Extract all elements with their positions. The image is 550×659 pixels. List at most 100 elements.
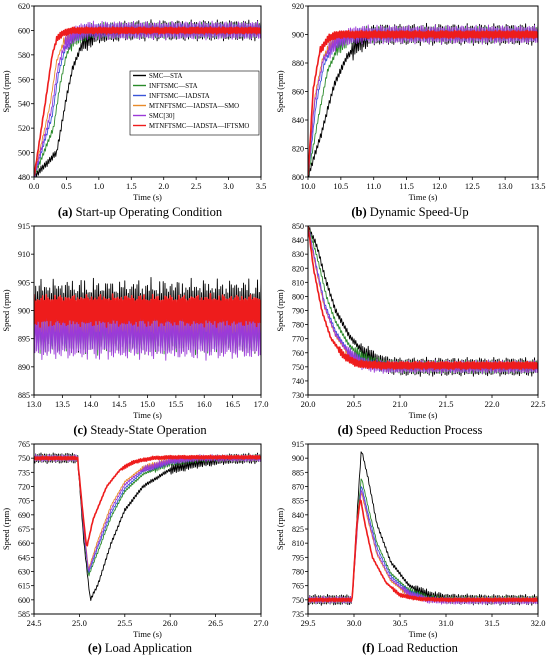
x-tick-label: 13.5 [531,181,546,191]
x-tick-label: 20.0 [301,399,316,409]
y-tick-label: 720 [18,483,30,492]
x-tick-label: 13.0 [498,181,513,191]
y-tick-label: 735 [292,610,304,619]
x-tick-label: 10.0 [301,181,316,191]
legend-label: MTNFTSMC—IADSTA—SMO [149,103,239,110]
caption-c: (c) Steady-State Operation [73,423,207,437]
y-tick-label: 765 [292,582,304,591]
x-tick-label: 11.0 [366,181,381,191]
y-tick-label: 850 [292,222,304,231]
series-line [308,226,538,375]
y-tick-label: 600 [18,596,30,605]
y-tick-label: 730 [292,391,304,400]
legend: SMC—STA INFTSMC—STA INFTSMC—IADSTA MTNFTSMC… [129,70,260,136]
legend-label: INFTSMC—STA [149,83,198,90]
x-tick-label: 31.5 [485,618,500,628]
series-group [34,452,261,602]
y-tick-label: 890 [18,363,30,372]
series-line [308,226,538,373]
chart-4: 20.0 20.5 21.0 21.5 22.0 22.5 730 740 750 760 770 7… [275,222,545,420]
series-group [308,226,538,377]
x-tick-label: 20.5 [347,399,362,409]
series-line [308,25,538,175]
x-tick-label: 16.0 [197,399,212,409]
x-tick-label: 3.0 [223,181,234,191]
chart-6: 29.5 30.0 30.5 31.0 31.5 32.0 735 750 765 780 795 8… [275,440,545,639]
y-tick-label: 750 [292,363,304,372]
series-line [34,292,261,328]
legend-label: SMC[30] [149,113,175,120]
chart-3: 13.0 13.5 14.0 14.5 15.0 15.5 16.0 16.5 17.0 885 8… [1,222,268,420]
y-tick-label: 840 [292,511,304,520]
x-tick-label: 27.0 [254,618,269,628]
y-tick-label: 905 [18,278,30,287]
y-tick-label: 915 [18,222,30,231]
y-tick-label: 795 [292,553,304,562]
series-line [308,486,538,604]
y-tick-label: 480 [18,173,30,182]
series-line [308,226,538,371]
y-tick-label: 580 [18,51,30,60]
y-tick-label: 500 [18,149,30,158]
y-axis-label: Speed (rpm) [1,70,11,112]
x-tick-label: 30.5 [393,618,408,628]
series-line [34,454,261,547]
x-tick-label: 16.5 [225,399,240,409]
y-tick-label: 540 [18,100,30,109]
y-tick-label: 615 [18,582,30,591]
x-tick-label: 29.5 [301,618,316,628]
series-line [308,478,538,604]
x-tick-label: 14.0 [83,399,98,409]
y-tick-label: 560 [18,75,30,84]
series-group [308,451,538,606]
series-group [34,277,261,361]
series-line [308,492,538,603]
series-line [34,454,261,577]
y-tick-label: 880 [292,59,304,68]
x-tick-label: 10.5 [333,181,348,191]
series-line [34,20,261,177]
y-tick-label: 790 [292,307,304,316]
y-tick-label: 760 [292,349,304,358]
y-tick-label: 820 [292,145,304,154]
y-tick-label: 910 [18,250,30,259]
x-axis-label: Time (s) [409,629,438,639]
y-tick-label: 620 [18,2,30,11]
y-tick-label: 895 [18,335,30,344]
y-tick-label: 900 [292,31,304,40]
x-tick-label: 1.0 [94,181,105,191]
x-tick-label: 25.5 [117,618,132,628]
y-tick-label: 900 [292,454,304,463]
x-tick-label: 21.5 [439,399,454,409]
y-axis-label: Speed (rpm) [1,508,11,550]
x-tick-label: 11.5 [399,181,414,191]
y-tick-label: 825 [292,525,304,534]
x-tick-label: 2.0 [158,181,169,191]
y-tick-label: 855 [292,497,304,506]
y-tick-label: 735 [18,468,30,477]
x-tick-label: 15.0 [140,399,155,409]
caption-b: (b) Dynamic Speed-Up [351,205,469,219]
series-line [308,499,538,603]
x-tick-label: 13.5 [55,399,70,409]
y-tick-label: 920 [292,2,304,11]
y-tick-label: 860 [292,88,304,97]
y-tick-label: 585 [18,610,30,619]
x-tick-label: 2.5 [191,181,202,191]
chart-2: 10.0 10.5 11.0 11.5 12.0 12.5 13.0 13.5 800 820 84… [275,2,545,202]
series-line [308,24,538,175]
legend-box [129,70,260,136]
y-tick-label: 870 [292,483,304,492]
y-tick-label: 885 [18,391,30,400]
x-axis-label: Time (s) [133,192,162,202]
y-tick-label: 750 [292,596,304,605]
y-tick-label: 690 [18,511,30,520]
x-tick-label: 25.0 [72,618,87,628]
caption-a: (a) Start-up Operating Condition [57,205,223,219]
chart-5: 24.5 25.0 25.5 26.0 26.5 27.0 585 600 615 630 645 6… [1,440,268,639]
x-tick-label: 15.5 [168,399,183,409]
y-tick-label: 820 [292,264,304,273]
x-axis-label: Time (s) [409,192,438,202]
y-tick-label: 765 [18,440,30,449]
x-tick-label: 3.5 [256,181,267,191]
